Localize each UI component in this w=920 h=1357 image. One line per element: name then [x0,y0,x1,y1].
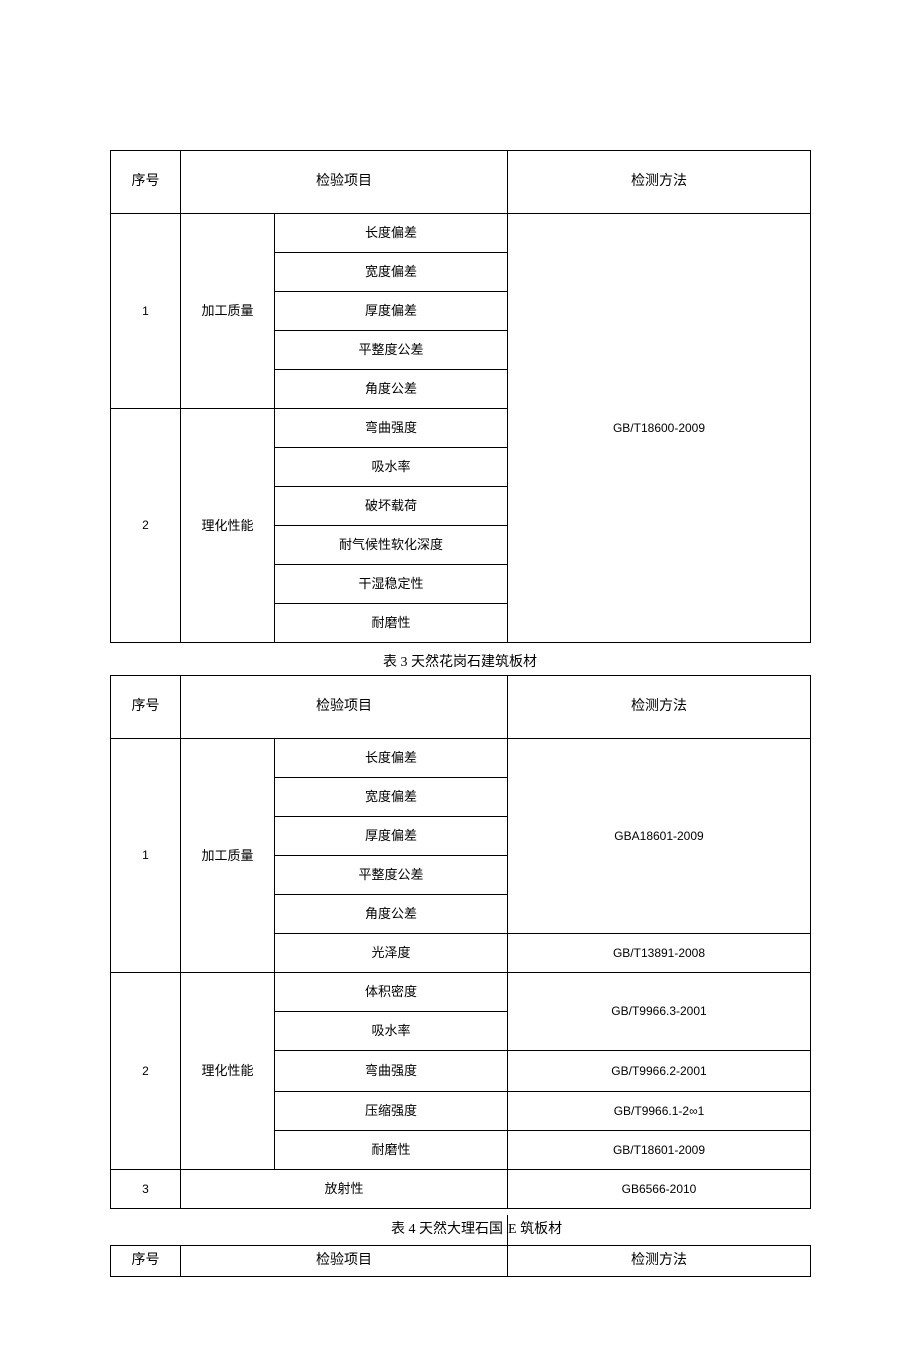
inspection-table-1: 序号 检验项目 检测方法 1 加工质量 长度偏差 GB/T18600-2009 … [110,150,811,643]
seq-cell: 1 [111,214,181,409]
table-row: 3 放射性 GB6566-2010 [111,1170,811,1209]
item-cell: 宽度偏差 [275,778,508,817]
item-cell: 厚度偏差 [275,292,508,331]
item-cell: 破坏载荷 [275,487,508,526]
method-cell: GB/T9966.2-2001 [508,1051,811,1092]
item-cell: 角度公差 [275,370,508,409]
header-item: 检验项目 [181,151,508,214]
table-header-row: 序号 检验项目 检测方法 [111,151,811,214]
seq-cell: 3 [111,1170,181,1209]
item-cell: 吸水率 [275,1012,508,1051]
header-item: 检验项目 [181,1246,508,1277]
method-cell: GB6566-2010 [508,1170,811,1209]
seq-cell: 2 [111,973,181,1170]
category-cell: 加工质量 [181,739,275,973]
table-row: 2 理化性能 体积密度 GB/T9966.3-2001 [111,973,811,1012]
item-cell: 弯曲强度 [275,409,508,448]
table-3-caption-row: 表 4 天然大理石国 E 筑板材 [111,1215,811,1246]
table-header-row: 序号 检验项目 检测方法 [111,1246,811,1277]
seq-cell: 2 [111,409,181,643]
method-cell: GB/T9966.3-2001 [508,973,811,1051]
category-cell: 理化性能 [181,409,275,643]
table-row: 1 加工质量 长度偏差 GB/T18600-2009 [111,214,811,253]
item-cell: 弯曲强度 [275,1051,508,1092]
item-cell: 放射性 [181,1170,508,1209]
header-method: 检测方法 [508,1246,811,1277]
item-cell: 耐磨性 [275,604,508,643]
header-method: 检测方法 [508,151,811,214]
caption-right: E 筑板材 [508,1215,811,1246]
category-cell: 加工质量 [181,214,275,409]
item-cell: 厚度偏差 [275,817,508,856]
inspection-table-2: 序号 检验项目 检测方法 1 加工质量 长度偏差 GBA18601-2009 宽… [110,675,811,1209]
seq-cell: 1 [111,739,181,973]
caption-left: 表 4 天然大理石国 [111,1215,508,1246]
item-cell: 角度公差 [275,895,508,934]
item-cell: 耐磨性 [275,1131,508,1170]
header-seq: 序号 [111,1246,181,1277]
header-seq: 序号 [111,676,181,739]
method-cell: GB/T18600-2009 [508,214,811,643]
method-cell: GB/T13891-2008 [508,934,811,973]
item-cell: 光泽度 [275,934,508,973]
inspection-table-3: 表 4 天然大理石国 E 筑板材 序号 检验项目 检测方法 [110,1215,811,1277]
item-cell: 平整度公差 [275,331,508,370]
item-cell: 干湿稳定性 [275,565,508,604]
table-header-row: 序号 检验项目 检测方法 [111,676,811,739]
table-2-caption: 表 3 天然花岗石建筑板材 [110,651,810,671]
method-cell: GB/T18601-2009 [508,1131,811,1170]
header-seq: 序号 [111,151,181,214]
header-method: 检测方法 [508,676,811,739]
item-cell: 体积密度 [275,973,508,1012]
item-cell: 吸水率 [275,448,508,487]
item-cell: 宽度偏差 [275,253,508,292]
table-row: 1 加工质量 长度偏差 GBA18601-2009 [111,739,811,778]
method-cell: GB/T9966.1-2∞1 [508,1092,811,1131]
item-cell: 耐气候性软化深度 [275,526,508,565]
header-item: 检验项目 [181,676,508,739]
category-cell: 理化性能 [181,973,275,1170]
item-cell: 压缩强度 [275,1092,508,1131]
item-cell: 长度偏差 [275,739,508,778]
method-cell: GBA18601-2009 [508,739,811,934]
item-cell: 平整度公差 [275,856,508,895]
item-cell: 长度偏差 [275,214,508,253]
